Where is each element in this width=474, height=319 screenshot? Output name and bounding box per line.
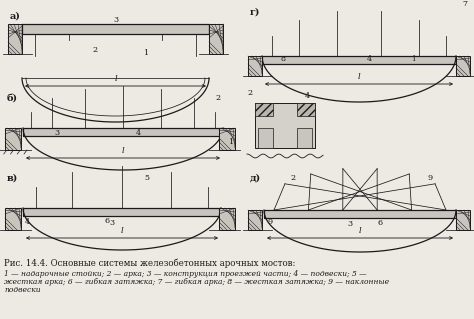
Text: 9: 9 — [428, 174, 433, 182]
Text: 4: 4 — [366, 55, 372, 63]
Bar — [456, 210, 470, 230]
Text: l: l — [122, 147, 124, 155]
Bar — [264, 210, 456, 218]
Bar — [22, 24, 209, 34]
Bar — [248, 210, 262, 230]
Text: 7: 7 — [463, 0, 467, 8]
Bar — [255, 103, 315, 148]
Text: 6: 6 — [104, 217, 109, 225]
Bar — [209, 24, 223, 54]
Text: 3: 3 — [55, 129, 60, 137]
Bar — [219, 128, 235, 150]
Text: 4: 4 — [25, 218, 29, 226]
Bar — [297, 128, 312, 148]
Bar — [258, 128, 273, 148]
Text: 5: 5 — [145, 174, 149, 182]
Text: 1 — надарочные стойки; 2 — арка; 3 — конструкция проезжей части; 4 — подвески; 5: 1 — надарочные стойки; 2 — арка; 3 — кон… — [4, 270, 366, 278]
Bar — [5, 208, 21, 230]
Bar — [456, 56, 470, 76]
Text: 2: 2 — [216, 94, 220, 102]
Text: г): г) — [250, 8, 260, 17]
Bar — [5, 128, 21, 150]
Bar — [248, 56, 262, 76]
Text: 3: 3 — [113, 16, 118, 24]
Text: в): в) — [7, 174, 18, 183]
Text: 3: 3 — [347, 220, 353, 228]
Text: а): а) — [10, 12, 21, 21]
Text: Рис. 14.4. Основные системы железобетонных арочных мостов:: Рис. 14.4. Основные системы железобетонн… — [4, 258, 295, 268]
Bar — [262, 56, 456, 64]
Text: l: l — [413, 55, 415, 63]
Text: 4: 4 — [305, 92, 310, 100]
Text: 2: 2 — [291, 174, 296, 182]
Bar — [23, 128, 223, 136]
Bar — [23, 208, 221, 216]
Text: 8: 8 — [281, 55, 285, 63]
Bar — [255, 103, 273, 115]
Text: l: l — [121, 227, 123, 235]
Text: 1: 1 — [143, 49, 148, 57]
Text: 2: 2 — [93, 46, 98, 54]
Text: l: l — [359, 227, 361, 235]
Bar — [297, 103, 315, 115]
Text: l: l — [114, 75, 117, 83]
Text: 2: 2 — [247, 89, 252, 97]
Text: 9: 9 — [267, 218, 273, 226]
Text: l: l — [358, 73, 360, 81]
Text: 3: 3 — [109, 219, 115, 227]
Bar — [219, 208, 235, 230]
Text: 4: 4 — [136, 129, 141, 137]
Text: жесткая арка; 6 — гибкая затяжка; 7 — гибкая арка; 8 — жесткая затяжка; 9 — накл: жесткая арка; 6 — гибкая затяжка; 7 — ги… — [4, 278, 389, 286]
Text: подвески: подвески — [4, 286, 41, 294]
Bar — [8, 24, 22, 54]
Text: б): б) — [7, 94, 18, 103]
Text: 6: 6 — [377, 219, 383, 227]
Text: д): д) — [250, 174, 261, 183]
Text: 1: 1 — [228, 138, 234, 146]
